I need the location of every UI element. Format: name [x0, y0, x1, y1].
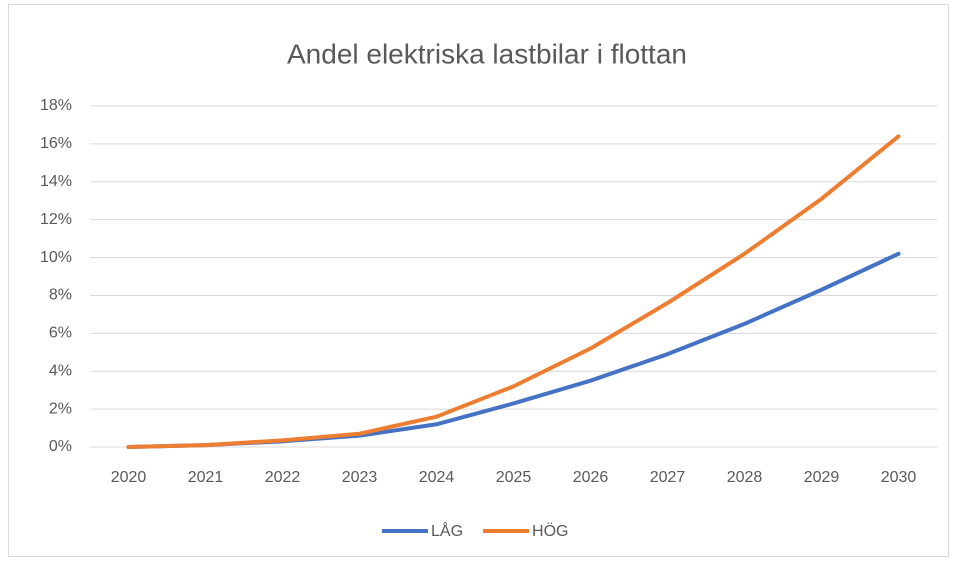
legend-label: LÅG — [431, 521, 463, 540]
x-tick-label: 2020 — [111, 469, 147, 486]
y-tick-label: 0% — [49, 438, 72, 455]
y-tick-label: 10% — [40, 249, 72, 266]
x-tick-label: 2022 — [265, 469, 301, 486]
x-tick-label: 2029 — [804, 469, 840, 486]
y-tick-label: 12% — [40, 211, 72, 228]
y-tick-label: 6% — [49, 325, 72, 342]
x-tick-label: 2027 — [650, 469, 686, 486]
y-tick-label: 2% — [49, 400, 72, 417]
x-tick-label: 2023 — [342, 469, 378, 486]
x-tick-label: 2030 — [881, 469, 917, 486]
y-tick-label: 18% — [40, 97, 72, 114]
chart-border — [8, 4, 949, 557]
x-tick-label: 2028 — [727, 469, 763, 486]
legend-label: HÖG — [532, 522, 568, 540]
x-tick-label: 2025 — [496, 469, 532, 486]
x-tick-label: 2026 — [573, 469, 609, 486]
y-tick-label: 14% — [40, 173, 72, 190]
series-line — [126, 134, 901, 449]
y-tick-label: 4% — [49, 362, 72, 379]
y-tick-label: 16% — [40, 135, 72, 152]
x-tick-label: 2021 — [188, 469, 224, 486]
y-tick-label: 8% — [49, 287, 72, 304]
x-tick-label: 2024 — [419, 469, 455, 486]
chart-title: Andel elektriska lastbilar i flottan — [287, 38, 687, 69]
